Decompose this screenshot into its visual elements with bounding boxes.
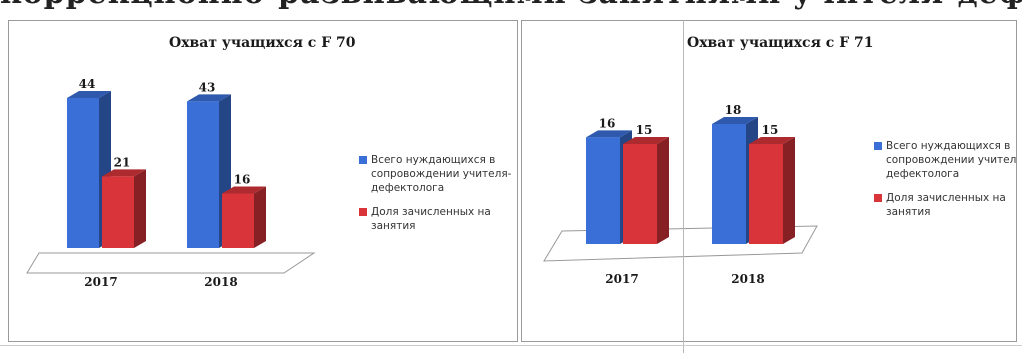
bottom-rule	[0, 345, 1022, 346]
data-label: 18	[725, 103, 742, 117]
legend-swatch-blue	[874, 142, 882, 150]
bar-top	[712, 117, 758, 124]
legend-label: Доля зачисленных на занятия	[886, 192, 1006, 218]
legend-swatch-red	[874, 194, 882, 202]
bar-front	[712, 124, 746, 244]
bar-front	[187, 101, 219, 248]
bar-side	[254, 186, 266, 248]
data-label: 16	[234, 172, 251, 186]
chart-title: Охват учащихся с F 70	[169, 35, 356, 51]
legend-swatch-red	[359, 208, 367, 216]
bar-front	[222, 193, 254, 248]
bar-top	[586, 130, 632, 138]
bar-side	[657, 137, 669, 244]
data-label: 44	[79, 77, 96, 91]
legend-item-enrolled: Доля зачисленных на занятия	[359, 205, 517, 233]
data-label: 15	[762, 123, 779, 137]
category-label: 2018	[731, 272, 764, 286]
bar-front	[67, 98, 99, 248]
bar-top	[749, 137, 795, 144]
floor-plane	[26, 252, 316, 274]
bar-top	[187, 94, 231, 102]
bar-enrolled-2017	[102, 169, 146, 248]
data-label: 21	[114, 155, 131, 169]
legend: Всего нуждающихся в сопровождении учител…	[874, 139, 1017, 229]
data-label: 16	[599, 116, 616, 130]
bar-front	[102, 176, 134, 248]
legend-label: Всего нуждающихся в сопровождении учител…	[371, 154, 512, 194]
legend-item-total: Всего нуждающихся в сопровождении учител…	[874, 139, 1017, 181]
legend-item-total: Всего нуждающихся в сопровождении учител…	[359, 153, 517, 195]
bar-chart-f71: 16 15 2017 18 15 2018	[543, 103, 818, 286]
page-heading: коррекционно-развивающими занятиями учит…	[0, 0, 1022, 16]
legend: Всего нуждающихся в сопровождении учител…	[359, 153, 517, 243]
legend-item-enrolled: Доля зачисленных на занятия	[874, 191, 1016, 219]
bar-side	[783, 137, 795, 244]
bar-top	[222, 186, 266, 194]
data-label: 43	[199, 80, 216, 94]
divider-line	[683, 20, 684, 353]
bar-front	[586, 137, 620, 244]
bar-enrolled-2018	[749, 137, 795, 244]
bar-top	[67, 91, 111, 98]
bar-side	[134, 169, 146, 248]
legend-swatch-blue	[359, 156, 367, 164]
chart-panel-f70: Охват учащихся с F 70 44 21 2017 43 16 2018 В…	[8, 20, 518, 342]
bar-enrolled-2017	[623, 137, 669, 244]
legend-label: Доля зачисленных на занятия	[371, 206, 491, 232]
bar-front	[623, 144, 657, 244]
chart-panel-f71: Охват учащихся с F 71 16 15 2017 18 15 2018 В…	[521, 20, 1017, 342]
category-label: 2018	[204, 275, 237, 289]
bar-top	[102, 169, 146, 177]
bar-top	[623, 137, 669, 144]
chart-title: Охват учащихся с F 71	[687, 35, 874, 51]
category-label: 2017	[84, 275, 117, 289]
category-label: 2017	[605, 272, 638, 286]
data-label: 15	[636, 123, 653, 137]
bar-enrolled-2018	[222, 186, 266, 248]
legend-label: Всего нуждающихся в сопровождении учител…	[886, 140, 1017, 180]
bar-front	[749, 144, 783, 244]
bar-chart-f70: 44 21 2017 43 16 2018	[26, 77, 316, 289]
